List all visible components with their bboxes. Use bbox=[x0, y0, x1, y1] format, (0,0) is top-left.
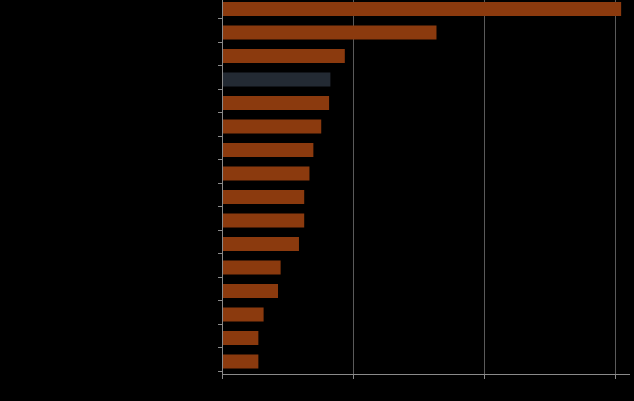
bar-3 bbox=[223, 49, 345, 63]
axes bbox=[218, 0, 630, 379]
bar-12 bbox=[223, 260, 281, 275]
bars bbox=[223, 2, 622, 369]
bar-10 bbox=[223, 213, 305, 228]
bar-14 bbox=[223, 307, 264, 322]
bar-13 bbox=[223, 284, 279, 298]
bar-9 bbox=[223, 190, 305, 204]
gridlines bbox=[353, 0, 616, 374]
bar-7 bbox=[223, 143, 314, 157]
bar-11 bbox=[223, 237, 299, 251]
bar-5 bbox=[223, 96, 330, 110]
bar-1 bbox=[223, 2, 622, 16]
bar-2 bbox=[223, 25, 437, 40]
bar-4 bbox=[223, 72, 331, 87]
bar-15 bbox=[223, 331, 259, 345]
bar-6 bbox=[223, 119, 322, 134]
bar-8 bbox=[223, 166, 310, 181]
bar-16 bbox=[223, 354, 259, 369]
